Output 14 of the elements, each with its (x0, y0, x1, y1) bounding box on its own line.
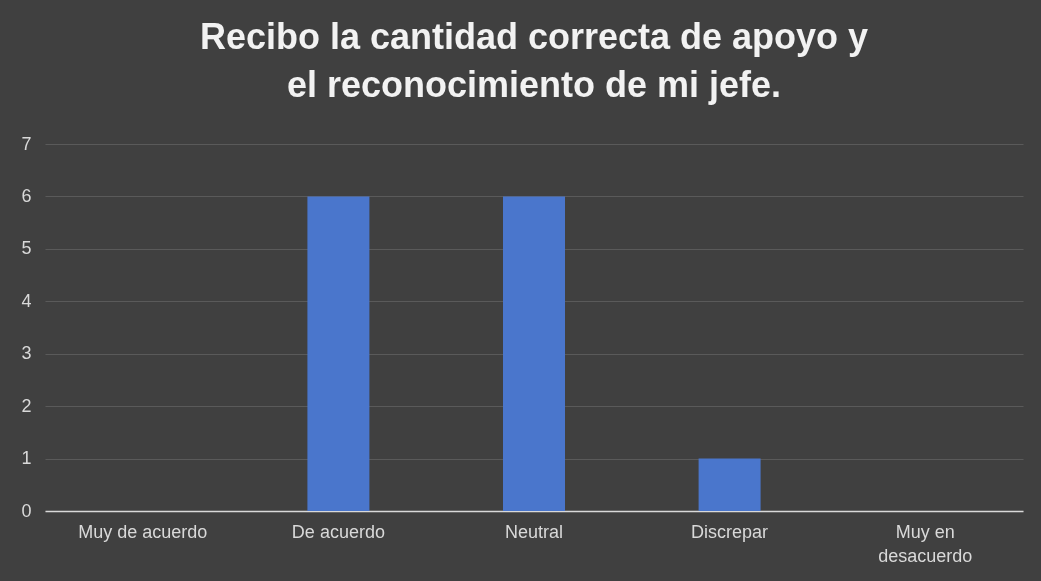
y-tick-label: 3 (21, 343, 32, 364)
y-tick-label: 4 (21, 290, 32, 311)
x-tick-label: Muy en desacuerdo (878, 521, 973, 566)
y-tick-label: 7 (21, 133, 32, 154)
y-tick-label: 2 (21, 395, 32, 416)
y-tick-label: 0 (21, 500, 32, 521)
x-tick-label: De acuerdo (291, 521, 385, 542)
x-tick-label: Discrepar (691, 521, 769, 542)
x-tick-label: Muy de acuerdo (78, 521, 208, 542)
y-tick-label: 6 (21, 185, 32, 206)
y-tick-label: 1 (21, 448, 32, 469)
x-tick-label: Neutral (504, 521, 564, 542)
y-tick-label: 5 (21, 238, 32, 259)
chart-title: Recibo la cantidad correcta de apoyo y el reconocimiento de mi jefe. (199, 16, 869, 105)
